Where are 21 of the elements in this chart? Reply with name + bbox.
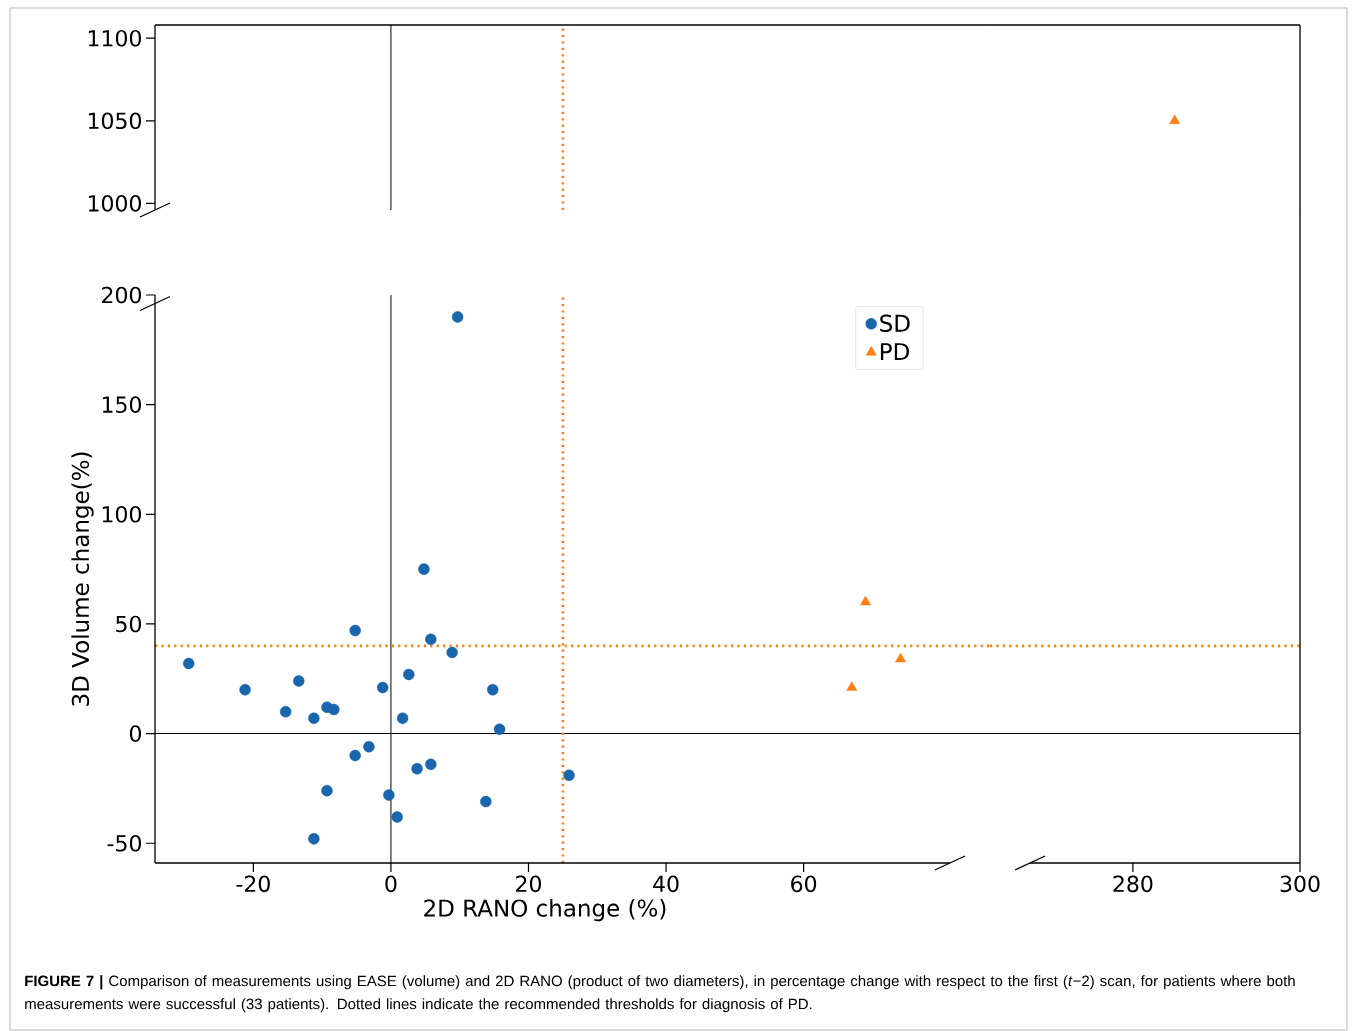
- x-tick-label: 280: [1113, 875, 1153, 893]
- x-axis-title: 2D RANO change (%): [424, 899, 666, 922]
- y-tick-label: 1050: [88, 112, 141, 130]
- y-tick-label: 200: [102, 286, 141, 304]
- legend-label: PD: [880, 343, 909, 360]
- y-tick-label: 100: [102, 505, 141, 523]
- x-tick-label: 300: [1280, 875, 1320, 893]
- x-tick-label: -20: [236, 875, 270, 893]
- x-tick-label: 40: [653, 875, 679, 893]
- x-tick-label: 60: [791, 875, 817, 893]
- y-axis-title: 3D Volume change(%): [71, 452, 94, 706]
- legend-label: SD: [880, 314, 910, 332]
- y-tick-label: 150: [102, 396, 141, 413]
- y-tick-label: 1100: [88, 29, 141, 47]
- y-tick-label: -50: [107, 834, 141, 852]
- y-tick-label: 50: [116, 615, 141, 633]
- x-tick-label: 0: [385, 875, 397, 893]
- text: FIGURE 7 | Comparison of measurements using EASE (volume) and 2D RANO (product of two diameters), in percentage change with respect to the first (t−2) scan, for patients where both measurements were successful (33 patients). Dotted lines indicate the recommended thresholds for diagnosis of PD.: [25, 975, 1295, 1013]
- x-tick-label: 20: [516, 875, 542, 893]
- y-tick-label: 0: [129, 725, 141, 742]
- y-tick-label: 1000: [88, 195, 141, 212]
